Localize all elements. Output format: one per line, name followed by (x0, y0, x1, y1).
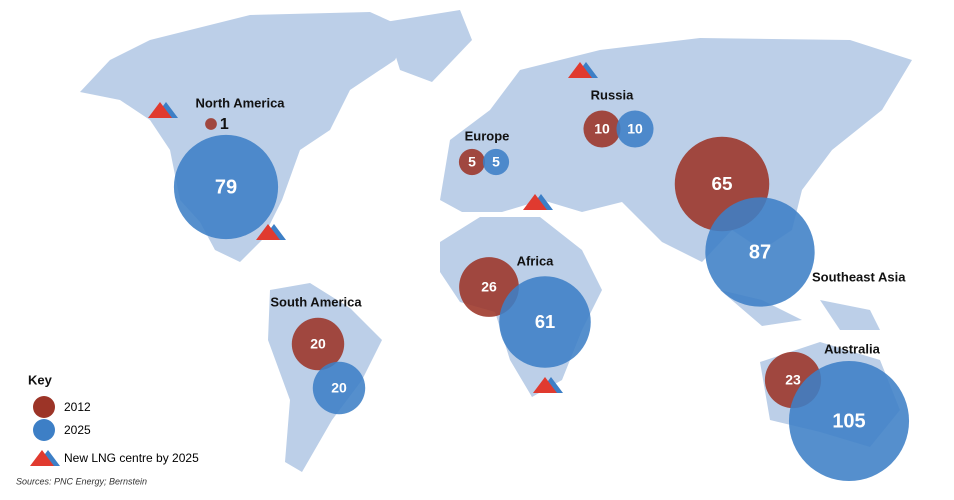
bubble-2025 (499, 276, 591, 368)
bubble-value: 1 (220, 116, 229, 133)
bubble-value: 87 (749, 241, 771, 263)
region-label: Russia (591, 87, 634, 102)
bubble-value: 26 (481, 279, 497, 295)
key-label: 2012 (64, 400, 91, 414)
bubble-value: 10 (594, 121, 610, 137)
region-label: Europe (465, 128, 510, 143)
bubble-2012 (291, 317, 345, 371)
lng-marker (568, 62, 592, 78)
bubble-2012 (583, 110, 621, 148)
key-swatch (33, 396, 55, 418)
key-label: 2025 (64, 423, 91, 437)
bubble-2012 (458, 148, 486, 176)
key-title: Key (28, 372, 53, 387)
lng-marker (533, 377, 557, 393)
bubble-value: 105 (832, 410, 865, 432)
bubble-2012 (205, 118, 217, 130)
bubble-2025 (312, 361, 366, 415)
lng-markers (148, 62, 598, 393)
bubble-2025 (482, 148, 510, 176)
key-lng-icon (30, 450, 60, 466)
bubble-value: 5 (492, 154, 500, 170)
key-swatch (33, 419, 55, 441)
bubble-value: 5 (468, 154, 476, 170)
region-label: South America (270, 294, 362, 309)
key-lng-label: New LNG centre by 2025 (64, 451, 199, 465)
bubble-2025 (616, 110, 654, 148)
bubble-value: 61 (535, 311, 555, 332)
source: Sources: PNC Energy; Bernstein (16, 476, 147, 486)
bubble-value: 10 (627, 121, 643, 137)
lng-marker (256, 224, 280, 240)
bubble-2025 (705, 197, 815, 307)
region-label: North America (195, 95, 285, 110)
lng-marker (523, 194, 547, 210)
bubble-value: 79 (215, 176, 237, 198)
region-label: Africa (517, 253, 555, 268)
bubble-2025 (173, 134, 279, 240)
bubble-value: 20 (331, 380, 347, 396)
region-label: Australia (824, 341, 880, 356)
bubble-value: 23 (785, 372, 801, 388)
bubble-value: 20 (310, 336, 326, 352)
bubble-value: 65 (712, 174, 733, 195)
bubble-2025 (788, 360, 910, 482)
region-label: Southeast Asia (812, 269, 906, 284)
lng-marker (148, 102, 172, 118)
